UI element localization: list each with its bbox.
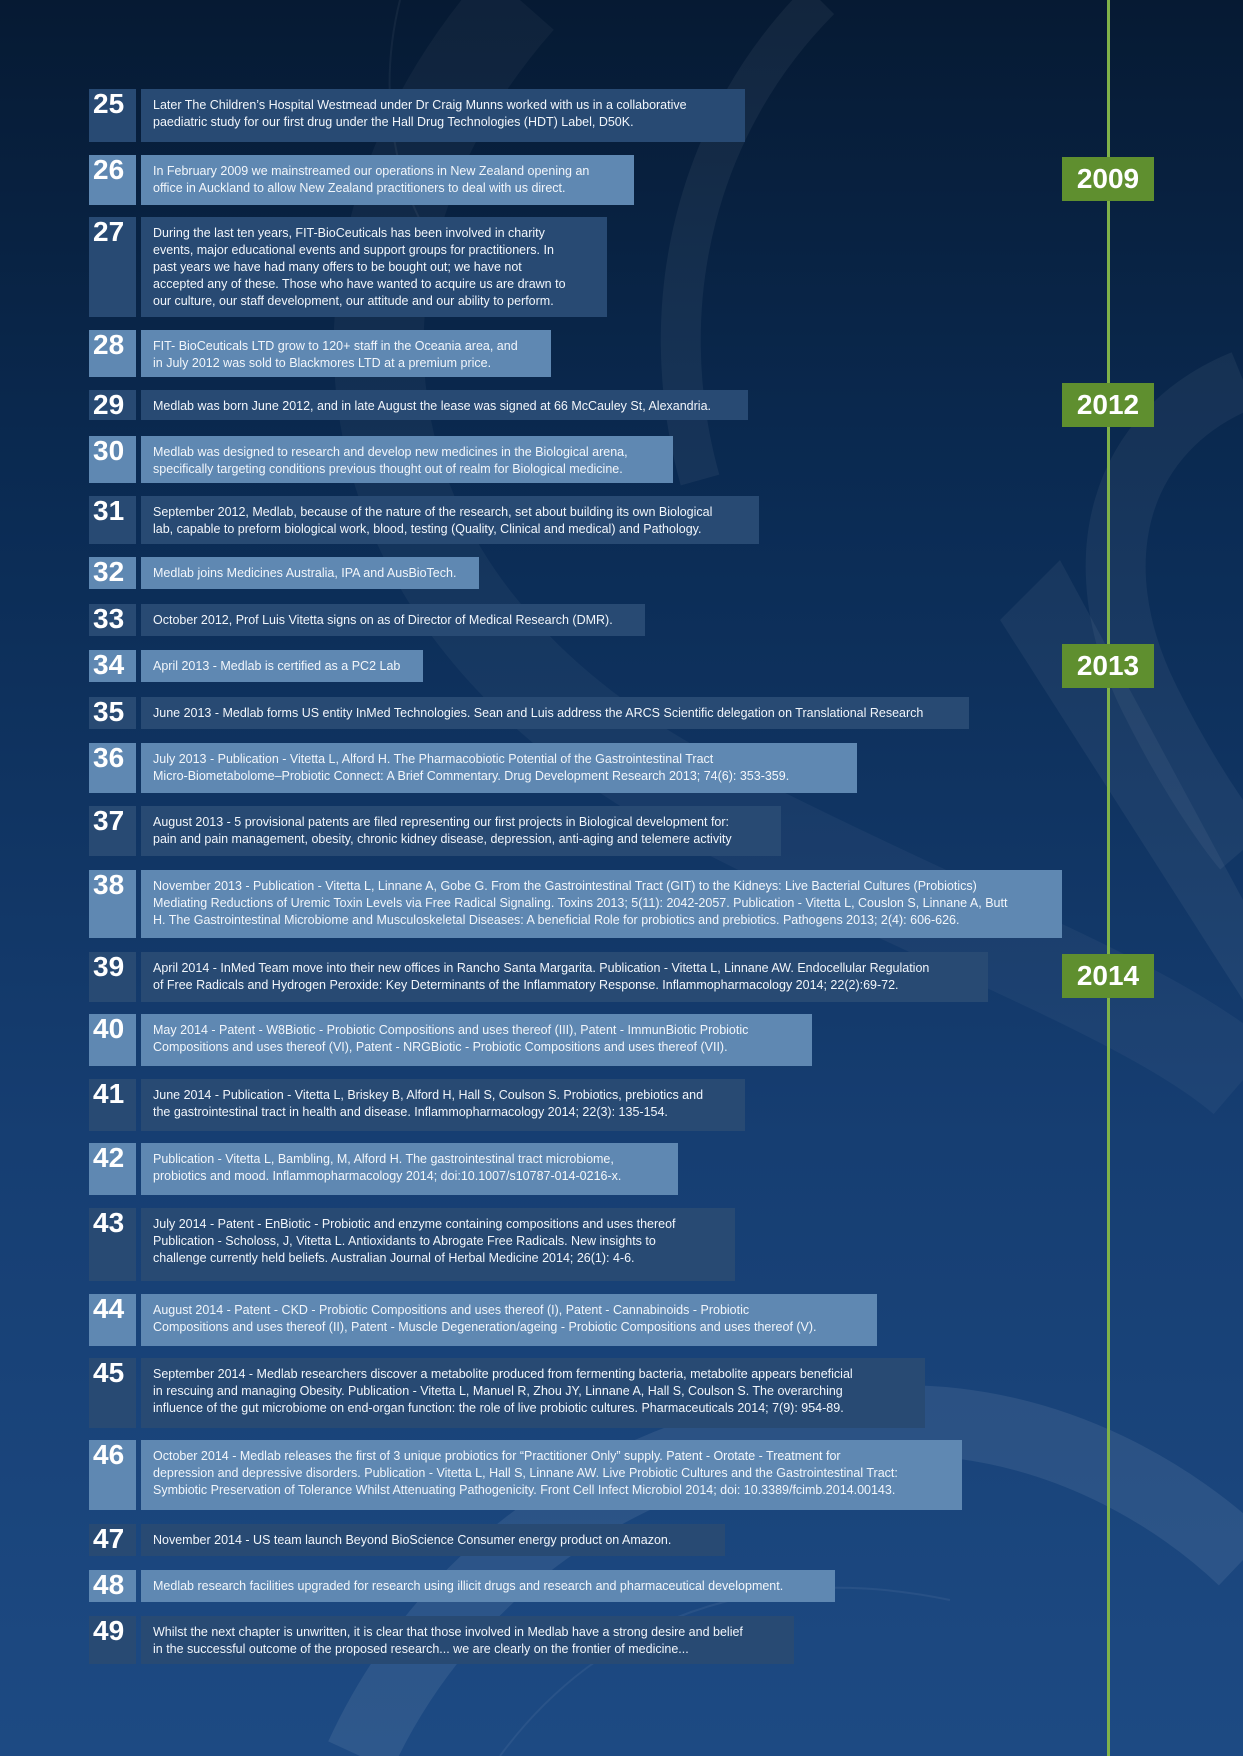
entry-text: April 2014 - InMed Team move into their … bbox=[141, 952, 988, 1002]
timeline-entry-27: 27 During the last ten years, FIT-BioCeu… bbox=[89, 217, 607, 317]
timeline-entry-43: 43 July 2014 - Patent - EnBiotic - Probi… bbox=[89, 1208, 735, 1281]
timeline-entry-48: 48 Medlab research facilities upgraded f… bbox=[89, 1570, 835, 1602]
entry-text: August 2014 - Patent - CKD - Probiotic C… bbox=[141, 1294, 877, 1346]
entry-number: 34 bbox=[89, 650, 136, 682]
timeline-entry-49: 49 Whilst the next chapter is unwritten,… bbox=[89, 1616, 794, 1664]
timeline-entry-26: 26 In February 2009 we mainstreamed our … bbox=[89, 155, 634, 205]
entry-text: June 2014 - Publication - Vitetta L, Bri… bbox=[141, 1079, 745, 1131]
timeline-entry-47: 47 November 2014 - US team launch Beyond… bbox=[89, 1524, 725, 1556]
timeline-entry-35: 35 June 2013 - Medlab forms US entity In… bbox=[89, 697, 969, 729]
entry-number: 28 bbox=[89, 330, 136, 377]
entry-number: 33 bbox=[89, 604, 136, 636]
timeline-entry-29: 29 Medlab was born June 2012, and in lat… bbox=[89, 390, 748, 420]
timeline-entry-25: 25 Later The Children’s Hospital Westmea… bbox=[89, 89, 745, 142]
entry-number: 48 bbox=[89, 1570, 136, 1602]
entry-text: July 2014 - Patent - EnBiotic - Probioti… bbox=[141, 1208, 735, 1281]
entry-number: 40 bbox=[89, 1014, 136, 1066]
entry-number: 29 bbox=[89, 390, 136, 420]
timeline-entry-37: 37 August 2013 - 5 provisional patents a… bbox=[89, 806, 781, 856]
entry-text: June 2013 - Medlab forms US entity InMed… bbox=[141, 697, 969, 729]
year-badge-2009: 2009 bbox=[1062, 157, 1154, 201]
entry-text: Medlab was born June 2012, and in late A… bbox=[141, 390, 748, 420]
entry-text: September 2014 - Medlab researchers disc… bbox=[141, 1358, 925, 1428]
entry-text: October 2014 - Medlab releases the first… bbox=[141, 1440, 962, 1510]
entry-number: 43 bbox=[89, 1208, 136, 1281]
timeline-entry-46: 46 October 2014 - Medlab releases the fi… bbox=[89, 1440, 962, 1510]
timeline-entry-30: 30 Medlab was designed to research and d… bbox=[89, 436, 673, 483]
timeline-entry-33: 33 October 2012, Prof Luis Vitetta signs… bbox=[89, 604, 645, 636]
entry-text: April 2013 - Medlab is certified as a PC… bbox=[141, 650, 423, 682]
entry-text: September 2012, Medlab, because of the n… bbox=[141, 496, 759, 544]
timeline-entry-41: 41 June 2014 - Publication - Vitetta L, … bbox=[89, 1079, 745, 1131]
entry-text: During the last ten years, FIT-BioCeutic… bbox=[141, 217, 607, 317]
year-badge-2014: 2014 bbox=[1062, 954, 1154, 998]
year-badge-2013: 2013 bbox=[1062, 644, 1154, 688]
entry-number: 30 bbox=[89, 436, 136, 483]
entry-number: 39 bbox=[89, 952, 136, 1002]
timeline-entry-39: 39 April 2014 - InMed Team move into the… bbox=[89, 952, 988, 1002]
entry-text: November 2014 - US team launch Beyond Bi… bbox=[141, 1524, 725, 1556]
entry-number: 46 bbox=[89, 1440, 136, 1510]
year-badge-2012: 2012 bbox=[1062, 383, 1154, 427]
entry-number: 35 bbox=[89, 697, 136, 729]
entry-number: 44 bbox=[89, 1294, 136, 1346]
timeline-entry-34: 34 April 2013 - Medlab is certified as a… bbox=[89, 650, 423, 682]
timeline-line bbox=[1107, 0, 1110, 1756]
entry-text: November 2013 - Publication - Vitetta L,… bbox=[141, 870, 1062, 938]
timeline-entry-44: 44 August 2014 - Patent - CKD - Probioti… bbox=[89, 1294, 877, 1346]
entry-text: October 2012, Prof Luis Vitetta signs on… bbox=[141, 604, 645, 636]
entry-number: 27 bbox=[89, 217, 136, 317]
entry-text: July 2013 - Publication - Vitetta L, Alf… bbox=[141, 743, 857, 793]
timeline-entry-42: 42 Publication - Vitetta L, Bambling, M,… bbox=[89, 1143, 678, 1195]
entry-text: Medlab research facilities upgraded for … bbox=[141, 1570, 835, 1602]
entry-text: May 2014 - Patent - W8Biotic - Probiotic… bbox=[141, 1014, 812, 1066]
entry-number: 36 bbox=[89, 743, 136, 793]
timeline-entry-40: 40 May 2014 - Patent - W8Biotic - Probio… bbox=[89, 1014, 812, 1066]
timeline-entry-32: 32 Medlab joins Medicines Australia, IPA… bbox=[89, 557, 479, 589]
timeline-entry-31: 31 September 2012, Medlab, because of th… bbox=[89, 496, 759, 544]
entry-text: August 2013 - 5 provisional patents are … bbox=[141, 806, 781, 856]
timeline-entry-45: 45 September 2014 - Medlab researchers d… bbox=[89, 1358, 925, 1428]
timeline-entry-28: 28 FIT- BioCeuticals LTD grow to 120+ st… bbox=[89, 330, 551, 377]
entry-text: Medlab joins Medicines Australia, IPA an… bbox=[141, 557, 479, 589]
entry-text: In February 2009 we mainstreamed our ope… bbox=[141, 155, 634, 205]
entry-text: Whilst the next chapter is unwritten, it… bbox=[141, 1616, 794, 1664]
entry-number: 26 bbox=[89, 155, 136, 205]
entry-number: 41 bbox=[89, 1079, 136, 1131]
timeline-entry-38: 38 November 2013 - Publication - Vitetta… bbox=[89, 870, 1062, 938]
entry-number: 32 bbox=[89, 557, 136, 589]
entry-number: 31 bbox=[89, 496, 136, 544]
entry-text: Later The Children’s Hospital Westmead u… bbox=[141, 89, 745, 142]
entry-text: Publication - Vitetta L, Bambling, M, Al… bbox=[141, 1143, 678, 1195]
entry-text: Medlab was designed to research and deve… bbox=[141, 436, 673, 483]
timeline-entry-36: 36 July 2013 - Publication - Vitetta L, … bbox=[89, 743, 857, 793]
entry-number: 45 bbox=[89, 1358, 136, 1428]
entry-number: 25 bbox=[89, 89, 136, 142]
entry-number: 37 bbox=[89, 806, 136, 856]
entry-number: 47 bbox=[89, 1524, 136, 1556]
entry-text: FIT- BioCeuticals LTD grow to 120+ staff… bbox=[141, 330, 551, 377]
entry-number: 38 bbox=[89, 870, 136, 938]
entry-number: 42 bbox=[89, 1143, 136, 1195]
entry-number: 49 bbox=[89, 1616, 136, 1664]
